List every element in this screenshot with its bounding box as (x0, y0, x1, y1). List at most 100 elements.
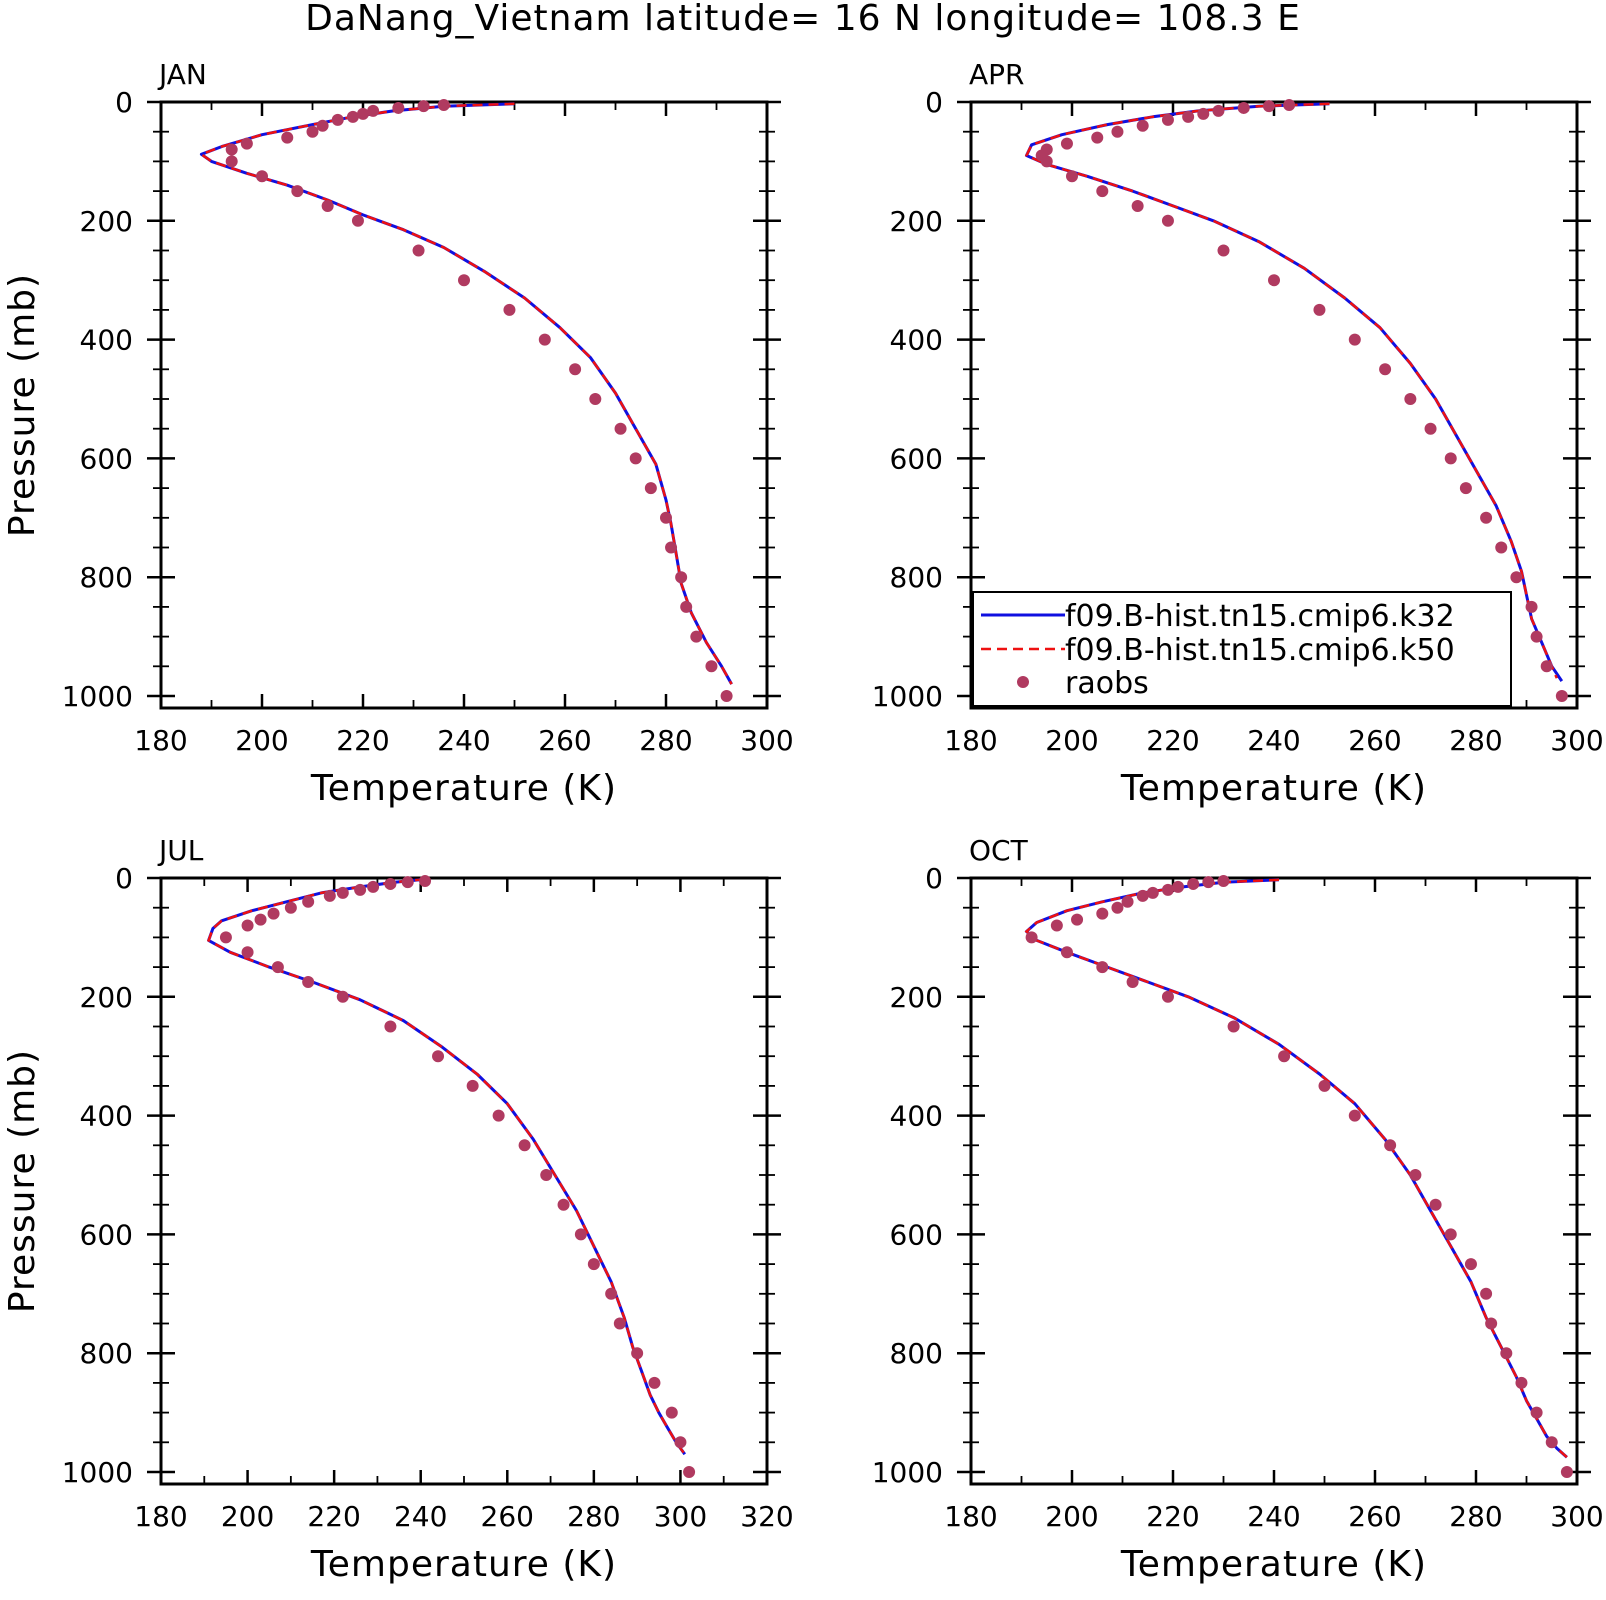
raobs-point (256, 170, 268, 183)
raobs-point (1313, 303, 1326, 316)
raobs-point (1283, 98, 1296, 111)
raobs-point (1096, 185, 1109, 198)
panels: 180 200 220 240 260 280 300 0 200 400 600 800 1000 JA… (2, 58, 1604, 1585)
x-tick-label: 180 (134, 1500, 187, 1533)
raobs-point (401, 876, 414, 889)
y-tick-label: 400 (890, 1100, 943, 1133)
x-tick-label: 240 (1247, 1500, 1300, 1533)
raobs-point (284, 901, 297, 914)
raobs-point (1050, 919, 1063, 932)
raobs-point (614, 422, 627, 435)
raobs-point (1161, 883, 1174, 896)
y-tick-label: 0 (115, 862, 133, 895)
series-line-k50 (207, 877, 686, 1455)
raobs-point (674, 1436, 687, 1449)
x-tick-label: 260 (538, 724, 591, 757)
raobs-point (1409, 1169, 1422, 1181)
raobs-point (392, 101, 405, 114)
x-tick-label: 200 (235, 724, 288, 757)
x-tick-label: 300 (1550, 1500, 1603, 1533)
raobs-point (690, 630, 703, 643)
plot-frame (969, 876, 1579, 1486)
raobs-point (1237, 101, 1250, 114)
raobs-point (302, 975, 315, 988)
raobs-point (357, 107, 369, 120)
raobs-point (1540, 660, 1553, 673)
raobs-point (1384, 1139, 1397, 1152)
x-tick-label: 280 (1449, 1500, 1502, 1533)
raobs-point (1530, 1406, 1543, 1419)
panel-apr: 180 200 220 240 260 280 300 0 200 400 600 800 1000 AP… (872, 58, 1604, 809)
raobs-point (432, 1050, 445, 1063)
raobs-point (1121, 895, 1134, 908)
x-tick-label: 200 (1045, 1500, 1098, 1533)
raobs-point (336, 990, 349, 1003)
raobs-point (1348, 1109, 1361, 1122)
raobs-point (219, 931, 232, 944)
y-tick-label: 0 (925, 86, 943, 119)
x-tick-label: 180 (134, 724, 187, 757)
y-axis-title: Pressure (mb) (2, 1049, 43, 1313)
raobs-point (1212, 104, 1225, 117)
raobs-point (680, 600, 693, 613)
raobs-point (1485, 1317, 1498, 1330)
raobs-point (540, 1169, 553, 1181)
y-tick-label: 400 (80, 324, 133, 357)
x-tick-label: 320 (740, 1500, 793, 1533)
raobs-point (503, 303, 516, 316)
legend-label-obs: raobs (1065, 666, 1149, 701)
raobs-point (1202, 876, 1215, 889)
y-tick-label: 800 (890, 1337, 943, 1370)
raobs-point (1161, 214, 1174, 227)
raobs-point (306, 125, 319, 138)
raobs-point (1480, 1287, 1493, 1300)
x-tick-label: 240 (437, 724, 490, 757)
raobs-point (589, 393, 602, 405)
raobs-point (1318, 1079, 1331, 1092)
raobs-point (569, 363, 582, 376)
y-tick-label: 800 (80, 561, 133, 594)
panel-label: OCT (969, 834, 1029, 867)
x-axis-title: Temperature (K) (1120, 1544, 1427, 1585)
plot-frame (159, 100, 769, 710)
legend: f09.B-hist.tn15.cmip6.k32f09.B-hist.tn15… (972, 591, 1512, 707)
raobs-point (281, 131, 294, 144)
raobs-point (302, 895, 315, 908)
raobs-point (417, 100, 430, 113)
raobs-point (367, 880, 380, 893)
raobs-point (241, 919, 254, 932)
raobs-point (1131, 199, 1144, 212)
x-tick-label: 200 (1045, 724, 1098, 757)
y-tick-label: 600 (890, 442, 943, 475)
raobs-point (225, 143, 238, 156)
figure-title: DaNang_Vietnam latitude= 16 N longitude=… (305, 0, 1301, 39)
raobs-point (1040, 155, 1053, 168)
raobs-point (1172, 880, 1185, 893)
x-tick-label: 220 (336, 724, 389, 757)
raobs-point (705, 660, 718, 673)
y-tick-label: 600 (80, 442, 133, 475)
raobs-point (351, 214, 364, 227)
raobs-point (1025, 931, 1038, 944)
x-axis-title: Temperature (K) (310, 1544, 617, 1585)
raobs-point (587, 1258, 600, 1271)
y-tick-label: 200 (80, 205, 133, 238)
raobs-point (1136, 119, 1149, 132)
raobs-point (1424, 422, 1437, 435)
y-tick-label: 1000 (62, 1456, 133, 1489)
raobs-point (336, 886, 349, 899)
raobs-point (1404, 393, 1417, 405)
y-tick-label: 1000 (872, 680, 943, 713)
raobs-point (1071, 913, 1084, 926)
series-line-k32 (199, 102, 733, 685)
x-tick-label: 260 (481, 1500, 534, 1533)
raobs-point (1530, 630, 1543, 643)
raobs-point (271, 961, 284, 974)
raobs-point (331, 113, 344, 126)
raobs-point (291, 185, 304, 198)
raobs-point (1510, 571, 1523, 584)
raobs-point (644, 482, 657, 495)
panel-jan: 180 200 220 240 260 280 300 0 200 400 600 800 1000 JA… (2, 58, 794, 809)
raobs-point (683, 1466, 696, 1478)
x-tick-label: 220 (1146, 1500, 1199, 1533)
